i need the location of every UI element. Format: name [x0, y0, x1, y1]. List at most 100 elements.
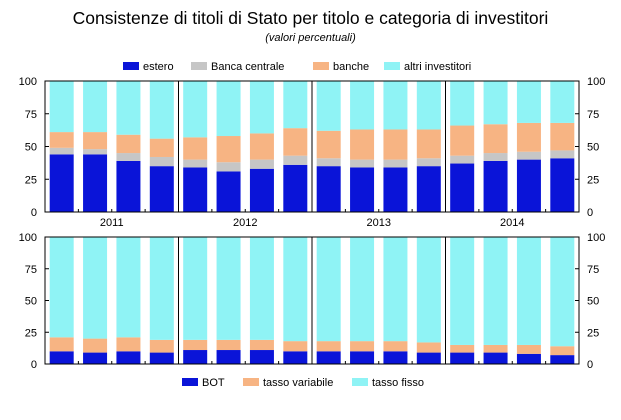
top-bar-estero-12: [416, 166, 441, 212]
top-bar-altri-investitori-2: [83, 81, 108, 133]
bottom-bar-tasso-variabile-3: [116, 337, 141, 352]
top-ytick-left-label: 0: [31, 207, 37, 219]
top-bar-altri-investitori-7: [249, 81, 274, 134]
legend-swatch-tasso-fisso: [352, 378, 368, 386]
bottom-ytick-right-label: 50: [587, 296, 599, 308]
bottom-bar-bot-4: [149, 352, 174, 364]
top-bar-banche-3: [116, 134, 141, 154]
legend-top: estero Banca centrale banche altri investit…: [123, 61, 471, 73]
bottom-ytick-right-label: 25: [587, 327, 599, 339]
legend-swatch-altri-investitori: [384, 62, 400, 70]
bottom-bar-tasso-variabile-11: [383, 341, 408, 352]
bottom-bar-tasso-variabile-6: [216, 339, 241, 351]
bottom-bar-bot-5: [183, 350, 208, 364]
bottom-bar-bot-16: [550, 355, 575, 364]
top-bar-banche-2: [83, 132, 108, 150]
bottom-bar-tasso-variabile-5: [183, 339, 208, 351]
legend-swatch-tasso-variabile: [243, 378, 259, 386]
bottom-bar-bot-6: [216, 350, 241, 364]
top-bar-banca-centrale-2: [83, 149, 108, 155]
top-ytick-left-label: 25: [25, 174, 37, 186]
top-bar-banche-5: [183, 137, 208, 160]
bottom-bar-tasso-fisso-13: [450, 237, 475, 345]
bottom-bar-tasso-fisso-4: [149, 237, 174, 340]
top-bar-banca-centrale-7: [249, 159, 274, 169]
top-bar-banche-9: [316, 130, 341, 159]
bottom-bar-tasso-fisso-10: [350, 237, 375, 342]
top-bar-banche-1: [49, 132, 74, 148]
bottom-ytick-left-label: 25: [25, 327, 37, 339]
panel-top: 0 0 25 25 50 50 75 75 100 100 2011 2012 2013 2014: [19, 76, 606, 229]
bottom-bar-bot-1: [49, 351, 74, 364]
top-ytick-right-label: 0: [587, 207, 593, 219]
top-ytick-right-label: 25: [587, 174, 599, 186]
top-bar-banca-centrale-11: [383, 159, 408, 168]
top-ytick-left-label: 75: [25, 109, 37, 121]
legend-label-bot: BOT: [202, 377, 225, 389]
top-bar-altri-investitori-9: [316, 81, 341, 131]
top-bar-banca-centrale-8: [283, 155, 308, 165]
bottom-bar-bot-15: [516, 353, 541, 364]
bottom-bar-tasso-variabile-4: [149, 339, 174, 353]
top-bar-estero-3: [116, 160, 141, 212]
top-bar-estero-14: [483, 160, 508, 212]
top-bar-altri-investitori-5: [183, 81, 208, 138]
top-bar-banca-centrale-6: [216, 162, 241, 172]
top-bar-altri-investitori-1: [49, 81, 74, 133]
bottom-bar-tasso-fisso-3: [116, 237, 141, 338]
bottom-ytick-right-label: 75: [587, 264, 599, 276]
year-label-2013: 2013: [367, 217, 391, 229]
legend-label-tasso-variabile: tasso variabile: [263, 377, 333, 389]
top-bar-banche-12: [416, 129, 441, 159]
top-bar-altri-investitori-16: [550, 81, 575, 123]
bottom-bar-tasso-variabile-2: [83, 338, 108, 353]
legend-swatch-banche: [313, 62, 329, 70]
bottom-bar-bot-10: [350, 351, 375, 364]
top-ytick-right-label: 100: [587, 76, 605, 88]
bottom-bar-tasso-fisso-9: [316, 237, 341, 342]
bottom-ytick-left-label: 50: [25, 296, 37, 308]
bottom-bar-tasso-fisso-14: [483, 237, 508, 345]
top-ytick-left-label: 50: [25, 142, 37, 154]
bottom-bar-tasso-fisso-15: [516, 237, 541, 345]
top-bar-estero-11: [383, 167, 408, 212]
top-bar-banca-centrale-14: [483, 153, 508, 161]
top-bar-banca-centrale-4: [149, 156, 174, 167]
legend-swatch-estero: [123, 62, 139, 70]
top-bar-estero-9: [316, 166, 341, 212]
top-ytick-left-label: 100: [19, 76, 37, 88]
year-label-2012: 2012: [233, 217, 257, 229]
top-bar-estero-6: [216, 171, 241, 212]
top-bar-estero-4: [149, 166, 174, 212]
top-bar-banche-7: [249, 133, 274, 160]
top-bar-altri-investitori-12: [416, 81, 441, 130]
top-bar-estero-1: [49, 154, 74, 212]
legend-label-tasso-fisso: tasso fisso: [372, 377, 424, 389]
bottom-bar-tasso-fisso-12: [416, 237, 441, 343]
bottom-bar-bot-3: [116, 351, 141, 364]
top-bar-altri-investitori-8: [283, 81, 308, 129]
top-bar-banca-centrale-3: [116, 153, 141, 161]
bottom-bar-tasso-variabile-13: [450, 344, 475, 353]
top-bar-altri-investitori-6: [216, 81, 241, 137]
year-label-2011: 2011: [100, 217, 124, 229]
top-bar-estero-7: [249, 168, 274, 212]
top-bar-altri-investitori-11: [383, 81, 408, 130]
bottom-bar-tasso-variabile-1: [49, 337, 74, 352]
legend-label-banche: banche: [333, 61, 369, 73]
top-bar-estero-8: [283, 164, 308, 212]
bottom-ytick-right-label: 0: [587, 359, 593, 371]
top-bar-banche-13: [450, 125, 475, 156]
legend-swatch-bot: [182, 378, 198, 386]
top-bar-altri-investitori-4: [149, 81, 174, 139]
top-bar-banca-centrale-16: [550, 150, 575, 159]
bottom-bar-bot-13: [450, 352, 475, 364]
bottom-bar-bot-9: [316, 351, 341, 364]
top-bar-banca-centrale-5: [183, 159, 208, 168]
top-ytick-right-label: 50: [587, 142, 599, 154]
bottom-ytick-right-label: 100: [587, 232, 605, 244]
legend-label-banca-centrale: Banca centrale: [211, 61, 284, 73]
bottom-bar-bot-14: [483, 352, 508, 364]
top-bar-banche-11: [383, 129, 408, 160]
bottom-bar-tasso-fisso-6: [216, 237, 241, 340]
